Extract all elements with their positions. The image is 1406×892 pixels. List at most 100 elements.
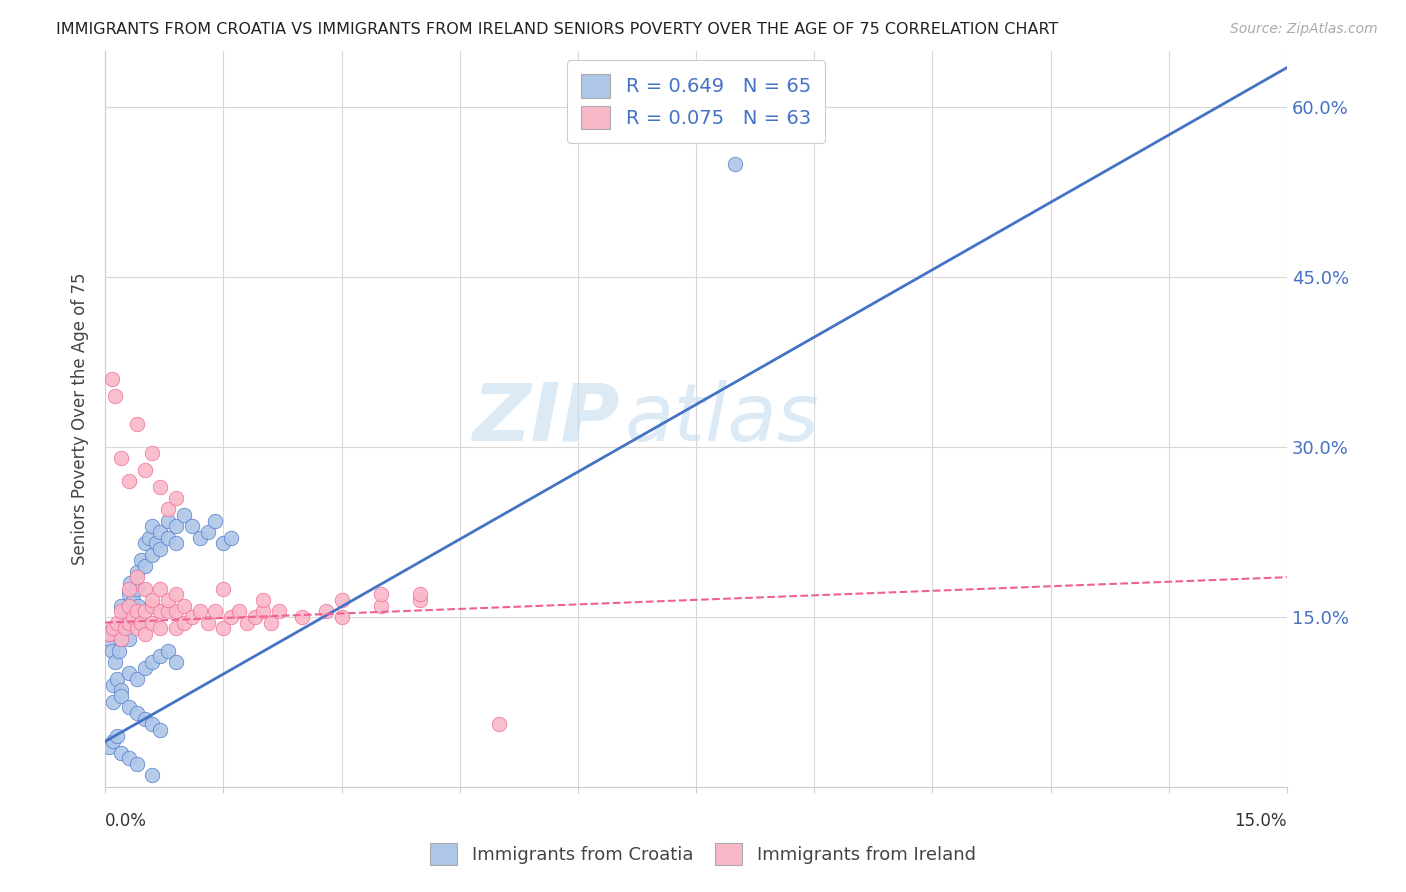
Point xyxy=(101,695,124,709)
Point xyxy=(157,531,180,545)
Point xyxy=(165,536,187,550)
Point xyxy=(141,768,163,782)
Point xyxy=(125,417,148,432)
Point xyxy=(141,717,163,731)
Point xyxy=(134,582,156,596)
Point xyxy=(180,519,202,533)
Point xyxy=(101,621,124,635)
Text: ZIP: ZIP xyxy=(472,380,619,458)
Point xyxy=(157,604,180,618)
Point xyxy=(134,604,156,618)
Point xyxy=(149,582,172,596)
Point xyxy=(165,621,187,635)
Text: 0.0%: 0.0% xyxy=(105,812,148,830)
Point xyxy=(157,592,180,607)
Point xyxy=(173,599,195,613)
Point xyxy=(111,615,134,630)
Legend: R = 0.649   N = 65, R = 0.075   N = 63: R = 0.649 N = 65, R = 0.075 N = 63 xyxy=(568,61,825,143)
Point xyxy=(204,514,226,528)
Point xyxy=(370,587,392,601)
Point xyxy=(121,610,143,624)
Point xyxy=(267,604,290,618)
Point xyxy=(409,592,432,607)
Point xyxy=(330,610,353,624)
Point xyxy=(315,604,337,618)
Point xyxy=(212,621,235,635)
Point xyxy=(118,582,141,596)
Point xyxy=(165,587,187,601)
Y-axis label: Seniors Poverty Over the Age of 75: Seniors Poverty Over the Age of 75 xyxy=(72,272,89,565)
Point xyxy=(125,621,148,635)
Point xyxy=(157,502,180,516)
Point xyxy=(141,445,163,459)
Point xyxy=(100,644,122,658)
Point xyxy=(110,599,132,613)
Point xyxy=(165,491,187,505)
Point xyxy=(118,700,141,714)
Point xyxy=(117,621,139,635)
Point xyxy=(121,592,143,607)
Point xyxy=(165,604,187,618)
Point xyxy=(114,604,136,618)
Point xyxy=(157,644,180,658)
Point xyxy=(104,655,127,669)
Point xyxy=(129,615,152,630)
Point xyxy=(252,592,274,607)
Point xyxy=(118,632,141,647)
Point xyxy=(149,480,172,494)
Point xyxy=(100,372,122,386)
Point xyxy=(165,655,187,669)
Point xyxy=(197,615,219,630)
Point xyxy=(114,621,136,635)
Text: IMMIGRANTS FROM CROATIA VS IMMIGRANTS FROM IRELAND SENIORS POVERTY OVER THE AGE : IMMIGRANTS FROM CROATIA VS IMMIGRANTS FR… xyxy=(56,22,1059,37)
Point xyxy=(110,451,132,466)
Point xyxy=(219,531,242,545)
Point xyxy=(120,575,142,590)
Point xyxy=(127,599,149,613)
Point xyxy=(134,712,156,726)
Point xyxy=(330,592,353,607)
Point xyxy=(108,644,131,658)
Point xyxy=(149,604,172,618)
Point xyxy=(173,508,195,522)
Point xyxy=(101,678,124,692)
Point xyxy=(110,746,132,760)
Point xyxy=(141,599,163,613)
Point xyxy=(180,610,202,624)
Point xyxy=(124,604,146,618)
Point xyxy=(141,615,163,630)
Point xyxy=(173,615,195,630)
Point xyxy=(149,621,172,635)
Point xyxy=(125,672,148,686)
Point xyxy=(488,717,510,731)
Point xyxy=(110,632,132,647)
Point xyxy=(110,632,132,647)
Point xyxy=(105,672,128,686)
Point xyxy=(125,604,148,618)
Point xyxy=(125,757,148,772)
Point xyxy=(252,604,274,618)
Point xyxy=(228,604,250,618)
Point xyxy=(110,683,132,698)
Point xyxy=(149,541,172,556)
Point xyxy=(134,536,156,550)
Point xyxy=(118,751,141,765)
Point xyxy=(98,740,121,755)
Point xyxy=(138,531,160,545)
Point xyxy=(129,553,152,567)
Point xyxy=(101,734,124,748)
Legend: Immigrants from Croatia, Immigrants from Ireland: Immigrants from Croatia, Immigrants from… xyxy=(422,834,984,874)
Point xyxy=(212,582,235,596)
Point xyxy=(134,558,156,573)
Point xyxy=(101,621,124,635)
Point xyxy=(125,582,148,596)
Point xyxy=(149,723,172,737)
Point xyxy=(141,519,163,533)
Point xyxy=(134,661,156,675)
Point xyxy=(370,599,392,613)
Point xyxy=(259,615,281,630)
Point xyxy=(141,592,163,607)
Point xyxy=(236,615,259,630)
Point xyxy=(188,531,211,545)
Point xyxy=(141,655,163,669)
